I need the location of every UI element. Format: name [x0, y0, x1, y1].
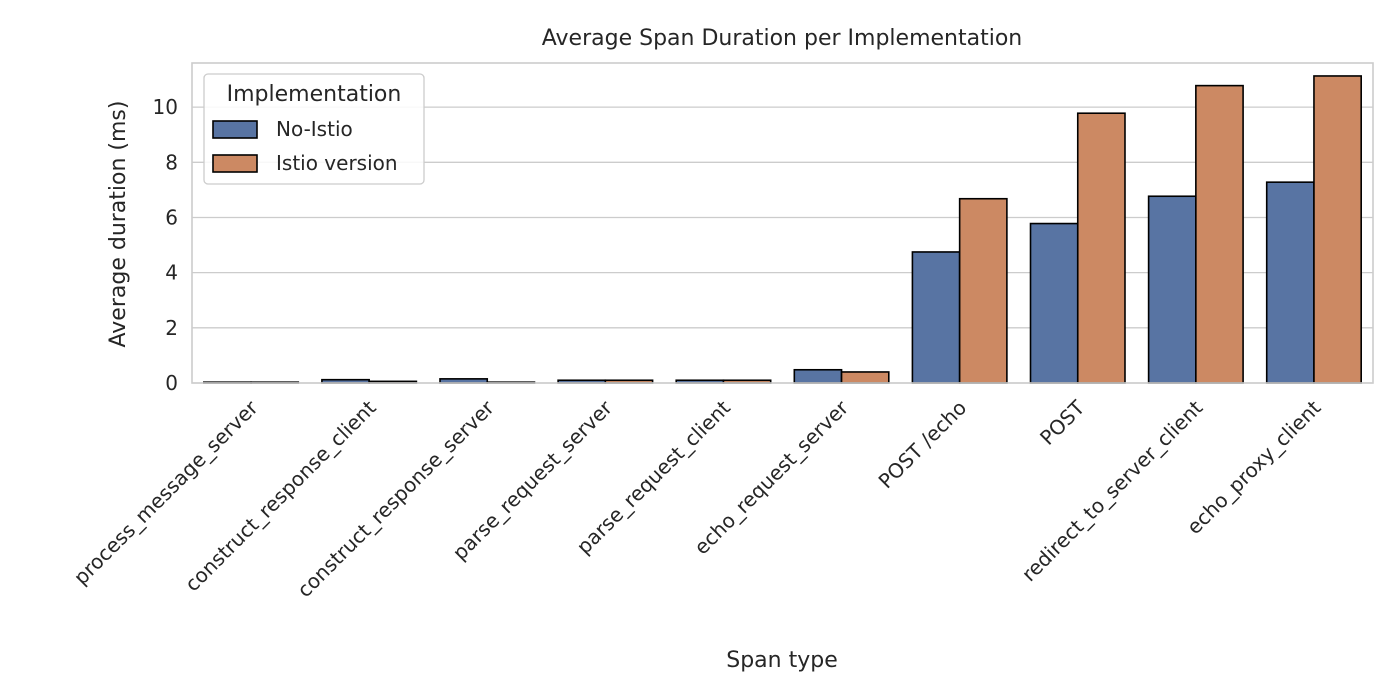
x-tick-label: POST — [1035, 395, 1090, 450]
bar-istio-version-7 — [1076, 112, 1126, 384]
y-axis-label: Average duration (ms) — [106, 101, 131, 348]
legend-label-no-istio: No-Istio — [276, 117, 353, 141]
y-tick-labels: 0 2 4 6 8 10 — [153, 95, 178, 395]
bars — [203, 75, 1362, 384]
x-tick-labels: process_message_serverconstruct_response… — [69, 395, 1326, 602]
x-tick-label: construct_response_client — [180, 395, 381, 596]
x-tick-label: POST /echo — [874, 396, 972, 494]
bar-istio-version-8 — [1195, 84, 1244, 384]
x-axis-label: Span type — [726, 648, 838, 673]
legend: Implementation No-Istio Istio version — [203, 73, 425, 185]
bar-istio-version-9 — [1313, 75, 1362, 384]
legend-label-istio-version: Istio version — [276, 151, 398, 175]
bar-no-istio-6 — [911, 251, 961, 384]
bar-no-istio-5 — [793, 368, 843, 384]
legend-swatch-istio-version — [212, 154, 258, 173]
x-tick-label: process_message_server — [69, 395, 263, 589]
legend-title: Implementation — [227, 82, 402, 107]
legend-swatch-no-istio — [212, 120, 258, 139]
y-tick-label: 6 — [165, 205, 178, 229]
y-tick-label: 0 — [165, 371, 178, 395]
bar-no-istio-7 — [1029, 222, 1079, 384]
chart-title: Average Span Duration per Implementation — [542, 26, 1022, 51]
bar-istio-version-6 — [958, 197, 1008, 384]
bar-no-istio-8 — [1147, 195, 1197, 384]
x-tick-label: construct_response_server — [292, 395, 499, 602]
y-tick-label: 2 — [165, 316, 178, 340]
y-tick-label: 10 — [153, 95, 178, 119]
y-tick-label: 4 — [165, 261, 178, 285]
bar-no-istio-9 — [1265, 181, 1315, 384]
plot-frame — [191, 62, 1374, 384]
bar-istio-version-5 — [840, 371, 890, 384]
y-tick-label: 8 — [165, 150, 178, 174]
x-tick-label: echo_proxy_client — [1182, 395, 1326, 539]
legend-box — [203, 73, 425, 185]
